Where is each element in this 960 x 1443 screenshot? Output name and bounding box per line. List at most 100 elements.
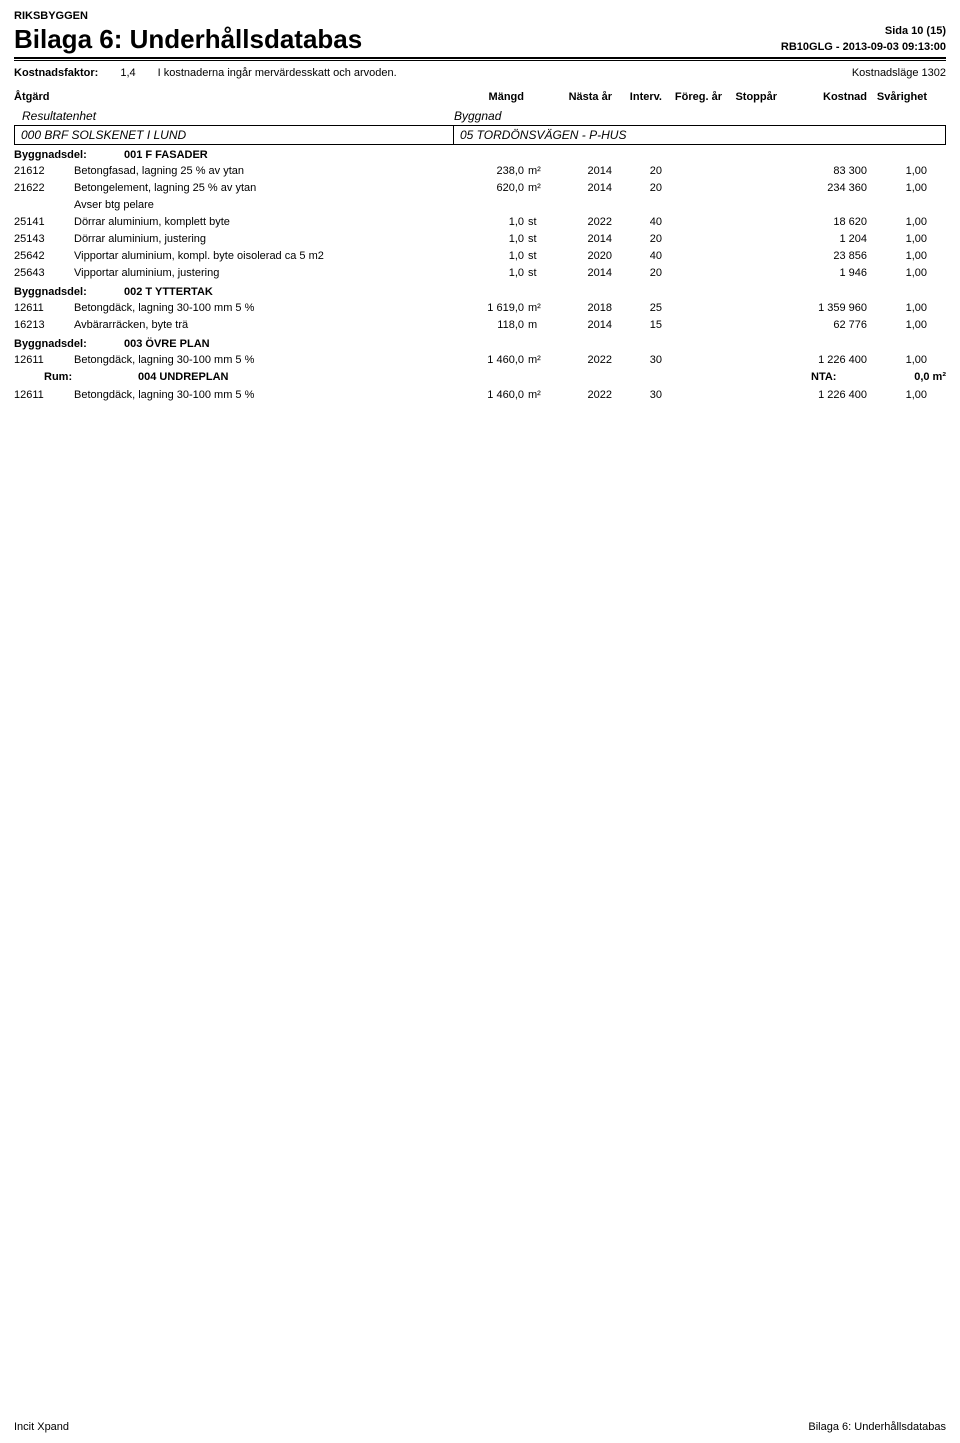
col-svarighet: Svårighet — [867, 91, 927, 103]
byggnad-value: 05 TORDÖNSVÄGEN - P-HUS — [454, 125, 946, 145]
row-qty: 1 460,0 — [454, 352, 524, 369]
row-cost: 1 359 960 — [777, 300, 867, 317]
table-row: 25143 Dörrar aluminium, justering 1,0 st… — [14, 231, 946, 248]
row-diff: 1,00 — [867, 248, 927, 265]
row-unit: st — [524, 265, 552, 282]
col-unit-spacer — [524, 91, 552, 103]
row-next: 2014 — [552, 180, 612, 197]
row-next: 2014 — [552, 317, 612, 334]
row-code: 16213 — [14, 317, 74, 334]
row-int: 40 — [612, 214, 662, 231]
row-code: 25642 — [14, 248, 74, 265]
row-qty: 1,0 — [454, 248, 524, 265]
row-stop — [722, 180, 777, 197]
subheader-boxed: 000 BRF SOLSKENET I LUND 05 TORDÖNSVÄGEN… — [14, 125, 946, 145]
section-label: Byggnadsdel: — [14, 149, 124, 161]
footer-left: Incit Xpand — [14, 1421, 69, 1433]
side-info: Sida 10 (15) RB10GLG - 2013-09-03 09:13:… — [781, 24, 946, 55]
row-cost: 1 226 400 — [777, 352, 867, 369]
row-unit: st — [524, 248, 552, 265]
page-number: Sida 10 (15) — [781, 24, 946, 39]
row-stop — [722, 163, 777, 180]
row-desc: Betongfasad, lagning 25 % av ytan — [74, 163, 454, 180]
row-stop — [722, 214, 777, 231]
table-row: 21622 Betongelement, lagning 25 % av yta… — [14, 180, 946, 197]
row-prev — [662, 317, 722, 334]
kostnadslage: Kostnadsläge 1302 — [852, 67, 946, 79]
row-next: 2014 — [552, 163, 612, 180]
row-unit: m — [524, 317, 552, 334]
row-cost: 62 776 — [777, 317, 867, 334]
section-value: 002 T YTTERTAK — [124, 286, 213, 298]
row-desc: Vipportar aluminium, justering — [74, 265, 454, 282]
row-code: 12611 — [14, 352, 74, 369]
document-title: Bilaga 6: Underhållsdatabas — [14, 24, 362, 55]
row-code: 25643 — [14, 265, 74, 282]
table-row: 25642 Vipportar aluminium, kompl. byte o… — [14, 248, 946, 265]
row-desc: Dörrar aluminium, komplett byte — [74, 214, 454, 231]
row-cost: 83 300 — [777, 163, 867, 180]
row-cost: 1 226 400 — [777, 387, 867, 404]
col-stoppar: Stoppår — [722, 91, 777, 103]
row-diff: 1,00 — [867, 163, 927, 180]
section-header: Byggnadsdel: 002 T YTTERTAK — [14, 286, 946, 298]
row-diff: 1,00 — [867, 317, 927, 334]
row-stop — [722, 352, 777, 369]
row-int: 15 — [612, 317, 662, 334]
row-prev — [662, 352, 722, 369]
section-value: 003 ÖVRE PLAN — [124, 338, 210, 350]
row-diff: 1,00 — [867, 265, 927, 282]
row-int: 30 — [612, 352, 662, 369]
row-unit: st — [524, 231, 552, 248]
row-qty: 1 460,0 — [454, 387, 524, 404]
row-stop — [722, 300, 777, 317]
table-row: 12611 Betongdäck, lagning 30-100 mm 5 % … — [14, 300, 946, 317]
subheader-labels: Resultatenhet Byggnad — [14, 109, 946, 123]
row-cost: 23 856 — [777, 248, 867, 265]
row-desc: Avbärarräcken, byte trä — [74, 317, 454, 334]
row-unit: m² — [524, 180, 552, 197]
row-next: 2022 — [552, 214, 612, 231]
row-int: 30 — [612, 387, 662, 404]
byggnad-label: Byggnad — [454, 109, 501, 123]
row-code: 21622 — [14, 180, 74, 197]
org-name: RIKSBYGGEN — [14, 10, 946, 22]
row-cost: 18 620 — [777, 214, 867, 231]
table-row: 12611 Betongdäck, lagning 30-100 mm 5 % … — [14, 387, 946, 404]
kostnadsfaktor-value: 1,4 — [120, 67, 135, 79]
row-qty: 1,0 — [454, 231, 524, 248]
row-prev — [662, 163, 722, 180]
row-cost: 1 946 — [777, 265, 867, 282]
row-diff: 1,00 — [867, 231, 927, 248]
row-next: 2014 — [552, 231, 612, 248]
section-label: Byggnadsdel: — [14, 286, 124, 298]
row-qty: 1 619,0 — [454, 300, 524, 317]
col-interv: Interv. — [612, 91, 662, 103]
row-code: 25141 — [14, 214, 74, 231]
row-desc: Betongdäck, lagning 30-100 mm 5 % — [74, 300, 454, 317]
row-qty: 118,0 — [454, 317, 524, 334]
col-nasta: Nästa år — [552, 91, 612, 103]
row-stop — [722, 317, 777, 334]
row-diff: 1,00 — [867, 352, 927, 369]
document-header: Bilaga 6: Underhållsdatabas Sida 10 (15)… — [14, 24, 946, 55]
rum-row: Rum: 004 UNDREPLAN NTA: 0,0 m² — [14, 369, 946, 386]
row-next: 2022 — [552, 352, 612, 369]
col-spacer — [74, 91, 454, 103]
row-code: 12611 — [14, 387, 74, 404]
row-code: 21612 — [14, 163, 74, 180]
row-unit: m² — [524, 300, 552, 317]
row-diff: 1,00 — [867, 214, 927, 231]
row-stop — [722, 265, 777, 282]
nta-label: NTA: — [811, 369, 886, 386]
row-next: 2022 — [552, 387, 612, 404]
col-foreg: Föreg. år — [662, 91, 722, 103]
row-unit: m² — [524, 163, 552, 180]
row-prev — [662, 265, 722, 282]
row-int: 20 — [612, 265, 662, 282]
section-header: Byggnadsdel: 001 F FASADER — [14, 149, 946, 161]
row-qty: 1,0 — [454, 214, 524, 231]
header-rule-thin — [14, 60, 946, 61]
table-row: 25141 Dörrar aluminium, komplett byte 1,… — [14, 214, 946, 231]
table-row: 16213 Avbärarräcken, byte trä 118,0 m 20… — [14, 317, 946, 334]
